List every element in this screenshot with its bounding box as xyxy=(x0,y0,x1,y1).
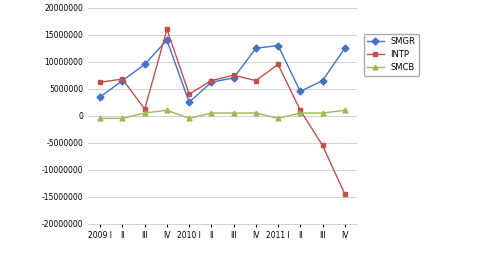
SMGR xyxy=(297,90,303,93)
SMCB xyxy=(275,117,281,120)
INTP xyxy=(230,74,236,77)
SMCB xyxy=(297,112,303,115)
SMGR xyxy=(119,79,125,82)
Legend: SMGR, INTP, SMCB: SMGR, INTP, SMCB xyxy=(363,34,418,76)
SMGR xyxy=(319,79,325,82)
Line: INTP: INTP xyxy=(98,27,346,196)
SMGR xyxy=(142,63,147,66)
Line: SMCB: SMCB xyxy=(98,108,346,121)
SMGR xyxy=(252,47,258,50)
INTP xyxy=(142,108,147,111)
SMGR xyxy=(208,81,214,84)
SMGR xyxy=(341,47,347,50)
INTP xyxy=(97,81,103,84)
Line: SMGR: SMGR xyxy=(98,38,346,105)
SMCB xyxy=(142,112,147,115)
INTP xyxy=(119,77,125,81)
SMGR xyxy=(275,44,281,47)
SMCB xyxy=(252,112,258,115)
INTP xyxy=(163,28,169,31)
INTP xyxy=(341,192,347,196)
SMCB xyxy=(319,112,325,115)
SMCB xyxy=(186,117,192,120)
SMGR xyxy=(186,101,192,104)
INTP xyxy=(275,63,281,66)
INTP xyxy=(319,144,325,147)
SMCB xyxy=(163,109,169,112)
INTP xyxy=(252,79,258,82)
INTP xyxy=(297,109,303,112)
INTP xyxy=(208,79,214,82)
SMCB xyxy=(97,117,103,120)
SMCB xyxy=(230,112,236,115)
SMCB xyxy=(208,112,214,115)
SMCB xyxy=(341,109,347,112)
SMGR xyxy=(163,38,169,42)
SMCB xyxy=(119,117,125,120)
SMGR xyxy=(230,76,236,80)
SMGR xyxy=(97,95,103,98)
INTP xyxy=(186,93,192,96)
